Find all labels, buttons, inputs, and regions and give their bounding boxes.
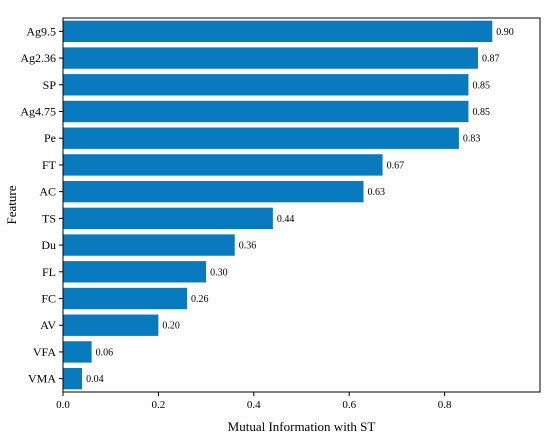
bar-vma <box>63 367 83 390</box>
x-tick-label-2: 0.4 <box>247 399 261 411</box>
value-label-ft: 0.67 <box>387 160 405 171</box>
category-label-ag2-36: Ag2.36 <box>20 51 56 65</box>
x-tick-label-3: 0.6 <box>342 399 356 411</box>
value-label-vma: 0.04 <box>86 374 104 385</box>
bar-pe <box>63 127 459 149</box>
bar-av <box>63 314 159 336</box>
category-label-fl: FL <box>42 265 56 279</box>
bar-ts <box>63 207 273 230</box>
value-label-ag9-5: 0.90 <box>496 27 514 38</box>
value-label-fc: 0.26 <box>191 294 209 305</box>
bar-ag2-36 <box>63 47 478 69</box>
bar-fc <box>63 287 188 310</box>
category-label-vfa: VFA <box>33 345 56 359</box>
bar-fl <box>63 261 207 283</box>
x-axis-title: Mutual Information with ST <box>228 419 376 434</box>
bar-ft <box>63 154 383 176</box>
value-labels-group: 0.90 0.87 0.85 0.85 0.83 0.67 0.63 0.44 0.36 0.30… <box>86 27 514 385</box>
bar-ag9-5 <box>63 20 493 43</box>
value-label-sp: 0.85 <box>472 80 490 91</box>
value-label-av: 0.20 <box>162 321 180 332</box>
category-label-ag9-5: Ag9.5 <box>26 24 56 38</box>
value-label-ag4-75: 0.85 <box>472 107 490 118</box>
category-label-sp: SP <box>43 78 57 92</box>
value-label-fl: 0.30 <box>210 267 228 278</box>
category-label-fc: FC <box>41 292 56 306</box>
value-label-ac: 0.63 <box>368 187 386 198</box>
plot-frame <box>62 17 541 393</box>
category-label-ac: AC <box>39 185 56 199</box>
bar-du <box>63 234 235 256</box>
x-tick-label-1: 0.2 <box>152 399 166 411</box>
bars-group <box>63 20 493 390</box>
x-tick-label-4: 0.8 <box>438 399 452 411</box>
x-axis: 0.0 0.2 0.4 0.6 0.8 <box>56 392 452 411</box>
bar-sp <box>63 74 469 96</box>
y-axis-title: Feature <box>4 185 19 224</box>
value-label-ag2-36: 0.87 <box>482 54 500 65</box>
bar-ac <box>63 180 364 203</box>
category-label-ag4-75: Ag4.75 <box>20 105 56 119</box>
y-axis: Ag9.5 Ag2.36 SP Ag4.75 Pe FT AC TS Du FL FC AV VFA VM… <box>20 24 63 386</box>
category-label-ft: FT <box>42 158 57 172</box>
value-label-vfa: 0.06 <box>96 347 114 358</box>
value-label-ts: 0.44 <box>277 214 295 225</box>
category-label-ts: TS <box>42 211 56 225</box>
category-label-du: Du <box>41 238 56 252</box>
value-label-du: 0.36 <box>239 241 257 252</box>
value-label-pe: 0.83 <box>463 134 481 145</box>
category-label-vma: VMA <box>28 372 56 386</box>
bar-ag4-75 <box>63 100 469 123</box>
bar-vfa <box>63 341 92 363</box>
x-tick-label-0: 0.0 <box>56 399 70 411</box>
category-label-av: AV <box>40 318 56 332</box>
category-label-pe: Pe <box>44 131 56 145</box>
